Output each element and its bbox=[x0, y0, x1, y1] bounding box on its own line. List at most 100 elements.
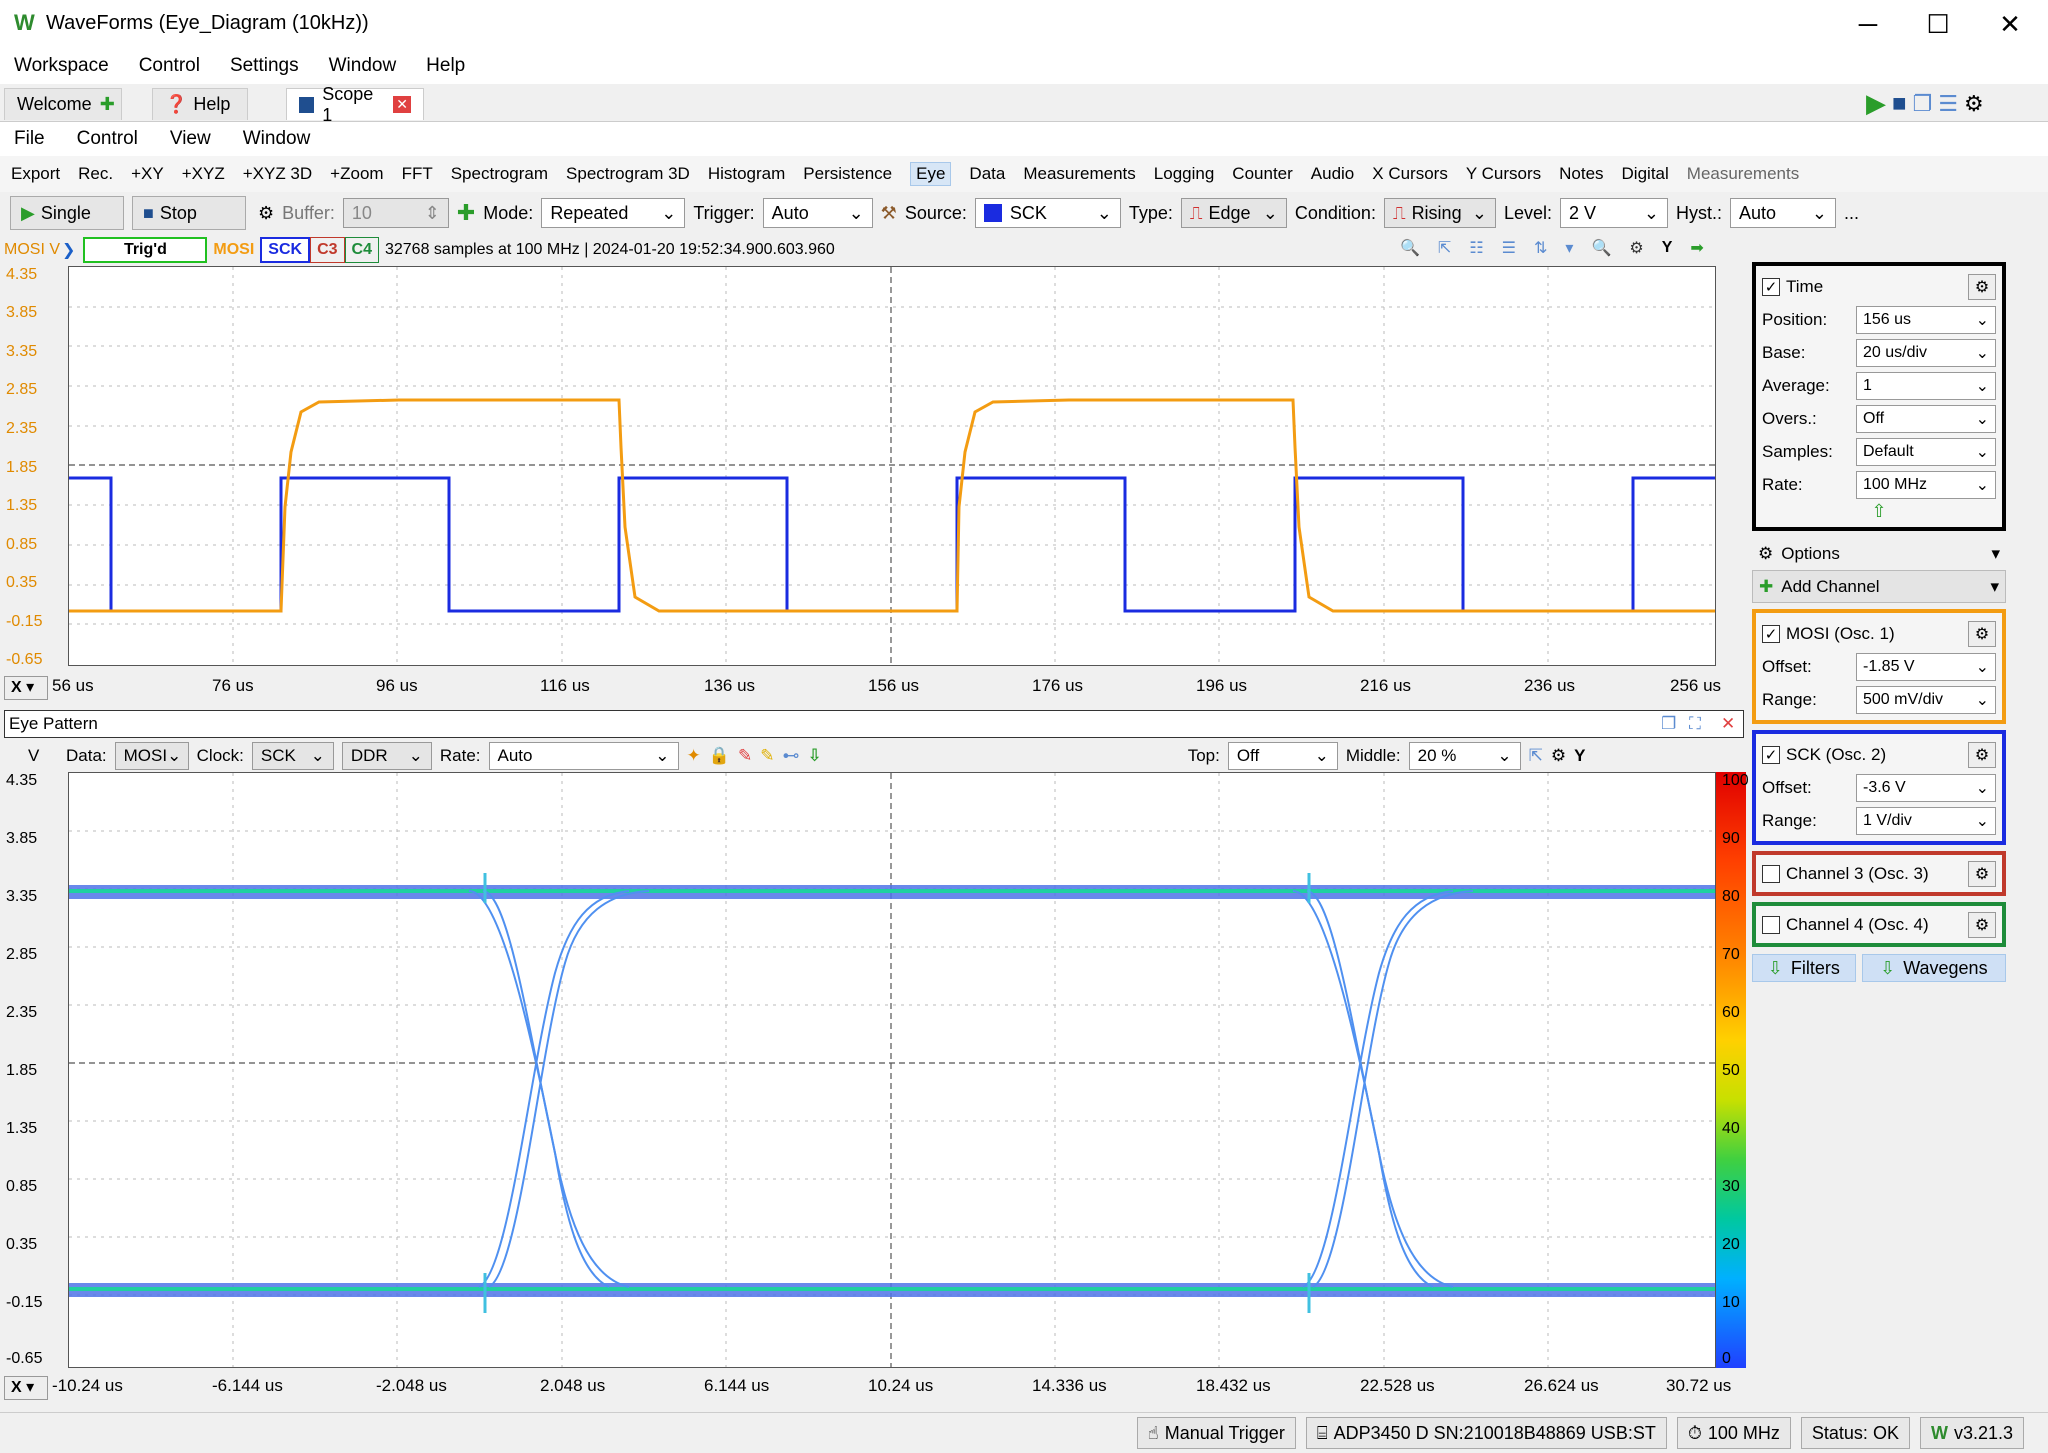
c3-gear-icon[interactable]: ⚙ bbox=[1968, 860, 1996, 887]
toolbar-xyz3d[interactable]: +XYZ 3D bbox=[242, 164, 313, 183]
filters-button[interactable]: ⇩ Filters bbox=[1752, 954, 1856, 982]
condition-select[interactable]: ⎍ Rising ⌄ bbox=[1383, 198, 1496, 228]
mosi-range-select[interactable]: 500 mV/div ⌄ bbox=[1856, 685, 1996, 714]
toolbar-logging[interactable]: Logging bbox=[1153, 164, 1215, 183]
wavegens-button[interactable]: ⇩ Wavegens bbox=[1861, 954, 2006, 982]
trigger-select[interactable]: Auto ⌄ bbox=[762, 198, 873, 228]
time-gear-icon[interactable]: ⚙ bbox=[1968, 273, 1996, 300]
eye-x-axis-button[interactable]: X ▾ bbox=[4, 1376, 48, 1400]
close-button[interactable]: ✕ bbox=[1999, 9, 2021, 39]
rate-select[interactable]: 100 MHz ⌄ bbox=[1856, 470, 1996, 499]
cursor-icon[interactable]: ⇱ bbox=[1528, 746, 1543, 765]
toolbar-counter[interactable]: Counter bbox=[1232, 164, 1293, 183]
lock-icon[interactable]: 🔒 bbox=[708, 746, 730, 765]
channel-chip-c3[interactable]: C3 bbox=[310, 237, 345, 263]
device-button[interactable]: ⌸ ADP3450 D SN:210018B48869 USB:ST bbox=[1305, 1417, 1667, 1449]
average-select[interactable]: 1 ⌄ bbox=[1856, 371, 1996, 400]
toolbar-fft[interactable]: FFT bbox=[401, 164, 433, 183]
sck-offset-select[interactable]: -3.6 V ⌄ bbox=[1856, 773, 1996, 802]
sck-range-select[interactable]: 1 V/div ⌄ bbox=[1856, 806, 1996, 835]
tab-help[interactable]: ❓ Help bbox=[152, 88, 248, 120]
mosi-gear-icon[interactable]: ⚙ bbox=[1968, 620, 1996, 647]
mosi-offset-select[interactable]: -1.85 V ⌄ bbox=[1856, 652, 1996, 681]
run-icon[interactable]: ▶ bbox=[1866, 88, 1886, 118]
tile-icon[interactable]: ☰ bbox=[1938, 90, 1958, 116]
menu-workspace[interactable]: Workspace bbox=[14, 55, 109, 76]
align-icon[interactable]: ☷ bbox=[1469, 240, 1484, 257]
cascade-icon[interactable]: ❐ bbox=[1912, 90, 1933, 116]
stop-button[interactable]: ■ Stop bbox=[132, 196, 246, 230]
menu-file[interactable]: File bbox=[14, 128, 45, 149]
menu-scope-control[interactable]: Control bbox=[76, 128, 138, 149]
manual-trigger-button[interactable]: ☝ Manual Trigger bbox=[1136, 1417, 1296, 1449]
wand-icon[interactable]: ✦ bbox=[686, 746, 701, 765]
sck-checkbox[interactable]: ✓ bbox=[1762, 745, 1780, 764]
toolbar-zoom[interactable]: +Zoom bbox=[330, 164, 384, 183]
add-channel-button[interactable]: ✚ Add Channel ▾ bbox=[1752, 570, 2006, 603]
download-arrow-icon[interactable]: ⇩ bbox=[807, 746, 822, 765]
overs-select[interactable]: Off ⌄ bbox=[1856, 404, 1996, 433]
toolbar-x-cursors[interactable]: X Cursors bbox=[1372, 164, 1448, 183]
tab-welcome[interactable]: Welcome ✚ bbox=[4, 88, 122, 120]
minimize-button[interactable]: ─ bbox=[1858, 9, 1878, 39]
eraser-icon[interactable]: ✎ bbox=[737, 746, 753, 765]
hyst-select[interactable]: Auto ⌄ bbox=[1730, 198, 1837, 228]
menu-help[interactable]: Help bbox=[426, 55, 466, 76]
stop-icon[interactable]: ■ bbox=[1892, 89, 1907, 117]
brush-icon[interactable]: ✎ bbox=[760, 746, 775, 765]
level-select[interactable]: 2 V ⌄ bbox=[1560, 198, 1668, 228]
gear-icon[interactable]: ⚙ bbox=[1629, 240, 1644, 257]
toolbar-spectrogram[interactable]: Spectrogram bbox=[450, 164, 549, 183]
close-icon[interactable]: ✕ bbox=[1721, 714, 1736, 733]
toolbar-histogram[interactable]: Histogram bbox=[707, 164, 786, 183]
channel-chip-mosi[interactable]: MOSI bbox=[213, 241, 255, 258]
source-select[interactable]: SCK ⌄ bbox=[974, 198, 1121, 228]
mode-select[interactable]: Repeated ⌄ bbox=[541, 198, 686, 228]
expand-icon[interactable]: ⇅ bbox=[1534, 240, 1548, 257]
toolbar-digital[interactable]: Digital bbox=[1621, 164, 1669, 183]
toolbar-spectrogram3d[interactable]: Spectrogram 3D bbox=[566, 164, 690, 183]
top-select[interactable]: Off ⌄ bbox=[1227, 742, 1338, 770]
collapse-arrow-icon[interactable]: ⇧ bbox=[1871, 501, 1887, 521]
data-select[interactable]: MOSI ⌄ bbox=[114, 742, 189, 770]
ruler-icon[interactable]: ⊷ bbox=[782, 746, 800, 765]
cursor-icon[interactable]: ⇱ bbox=[1437, 240, 1452, 257]
eye-pattern-plot[interactable] bbox=[68, 772, 1716, 1368]
samples-select[interactable]: Default ⌄ bbox=[1856, 437, 1996, 466]
zoom-icon[interactable]: 🔍 bbox=[1400, 240, 1420, 257]
single-button[interactable]: ▶ Single bbox=[10, 196, 124, 230]
time-domain-plot[interactable] bbox=[68, 266, 1716, 666]
toolbar-measurements[interactable]: Measurements bbox=[1023, 164, 1136, 183]
chevron-right-icon[interactable]: ❯ bbox=[62, 242, 76, 259]
restore-icon[interactable]: ❐ bbox=[1661, 714, 1677, 733]
options-row[interactable]: ⚙ Options ▾ bbox=[1752, 537, 2006, 570]
middle-select[interactable]: 20 % ⌄ bbox=[1408, 742, 1521, 770]
position-select[interactable]: 156 us ⌄ bbox=[1856, 305, 1996, 334]
ddr-select[interactable]: DDR ⌄ bbox=[341, 742, 432, 770]
buffer-input[interactable]: 10 ⇕ bbox=[342, 198, 449, 228]
eye-y-axis-button[interactable]: Y bbox=[1574, 746, 1586, 765]
toolbar-xy[interactable]: +XY bbox=[131, 164, 164, 183]
add-icon[interactable]: ✚ bbox=[99, 94, 115, 114]
base-select[interactable]: 20 us/div ⌄ bbox=[1856, 338, 1996, 367]
y-axis-button[interactable]: Y bbox=[1661, 239, 1673, 256]
tab-scope-1[interactable]: Scope 1 ✕ bbox=[286, 84, 424, 125]
toolbar-data[interactable]: Data bbox=[969, 164, 1006, 183]
close-tab-icon[interactable]: ✕ bbox=[393, 96, 411, 113]
channel-chip-c4[interactable]: C4 bbox=[344, 237, 379, 263]
buffer-gear-icon[interactable]: ⚙ bbox=[258, 202, 275, 223]
gear-icon[interactable]: ⚙ bbox=[1550, 746, 1567, 765]
maximize-icon[interactable]: ⛶ bbox=[1689, 714, 1701, 733]
arrow-right-icon[interactable]: ➡ bbox=[1690, 240, 1704, 257]
mosi-checkbox[interactable]: ✓ bbox=[1762, 624, 1780, 643]
toolbar-export[interactable]: Export bbox=[11, 164, 61, 183]
zoom-icon-2[interactable]: 🔍 bbox=[1591, 240, 1612, 257]
hammer-icon[interactable]: ⚒ bbox=[880, 202, 897, 223]
toolbar-eye[interactable]: Eye bbox=[910, 162, 952, 186]
status-button[interactable]: Status: OK bbox=[1800, 1417, 1910, 1449]
c4-gear-icon[interactable]: ⚙ bbox=[1968, 911, 1996, 938]
dropdown-icon[interactable]: ▾ bbox=[1565, 240, 1574, 257]
c4-checkbox[interactable] bbox=[1762, 915, 1780, 934]
x-axis-button[interactable]: X ▾ bbox=[4, 676, 48, 700]
